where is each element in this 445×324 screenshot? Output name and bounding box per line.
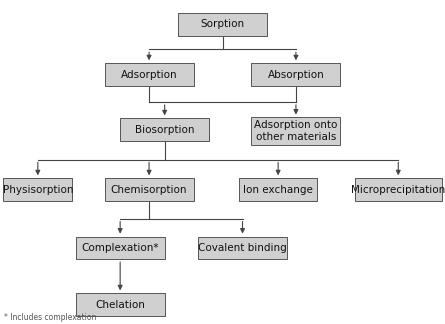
Text: Microprecipitation: Microprecipitation <box>351 185 445 194</box>
Text: Adsorption onto
other materials: Adsorption onto other materials <box>254 120 338 143</box>
Text: Complexation*: Complexation* <box>81 243 159 253</box>
FancyBboxPatch shape <box>251 63 340 86</box>
Text: Chelation: Chelation <box>95 300 145 309</box>
Text: Chemisorption: Chemisorption <box>111 185 187 194</box>
Text: Sorption: Sorption <box>200 19 245 29</box>
FancyBboxPatch shape <box>355 178 441 201</box>
Text: Ion exchange: Ion exchange <box>243 185 313 194</box>
FancyBboxPatch shape <box>239 178 317 201</box>
FancyBboxPatch shape <box>251 118 340 145</box>
Text: * Includes complexation: * Includes complexation <box>4 313 97 322</box>
Text: Biosorption: Biosorption <box>135 125 194 134</box>
FancyBboxPatch shape <box>76 237 165 259</box>
FancyBboxPatch shape <box>178 13 267 36</box>
Text: Absorption: Absorption <box>267 70 324 79</box>
Text: Physisorption: Physisorption <box>3 185 73 194</box>
Text: Covalent binding: Covalent binding <box>198 243 287 253</box>
FancyBboxPatch shape <box>105 63 194 86</box>
FancyBboxPatch shape <box>105 178 194 201</box>
FancyBboxPatch shape <box>120 118 209 141</box>
Text: Adsorption: Adsorption <box>121 70 178 79</box>
FancyBboxPatch shape <box>76 293 165 316</box>
FancyBboxPatch shape <box>198 237 287 259</box>
FancyBboxPatch shape <box>4 178 72 201</box>
